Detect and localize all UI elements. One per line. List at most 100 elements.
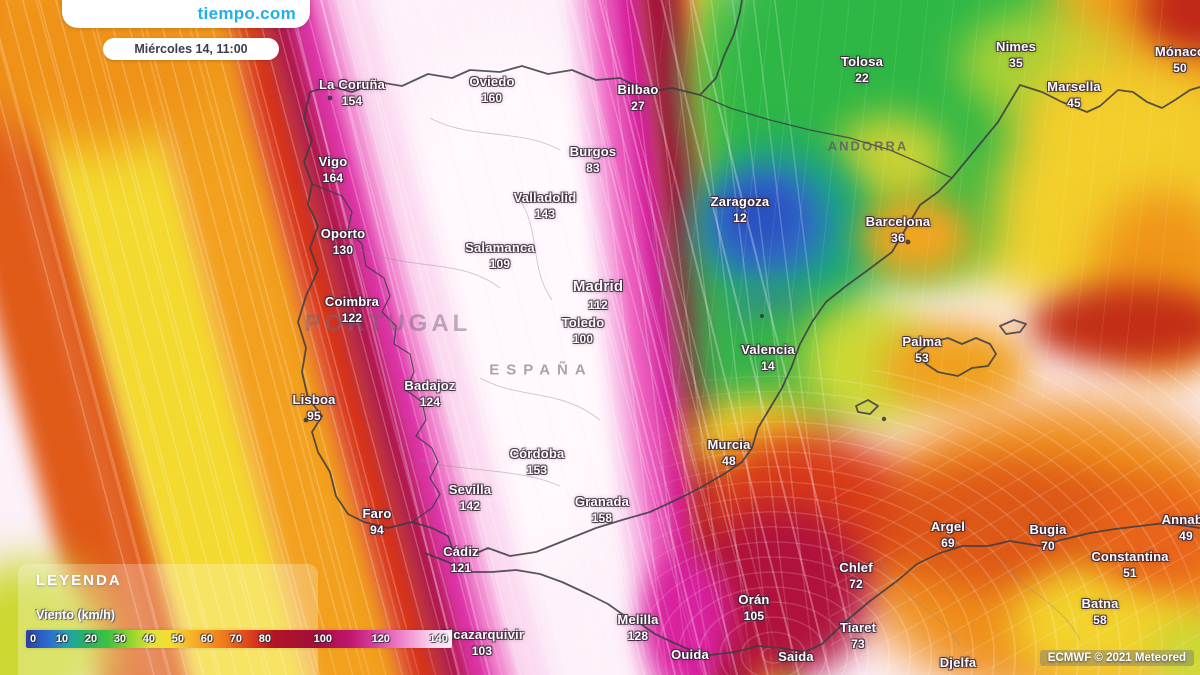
city-label[interactable]: Batna 58 bbox=[1081, 596, 1118, 628]
city-label[interactable]: Constantina 51 bbox=[1091, 549, 1168, 581]
city-wind-value: 83 bbox=[586, 161, 600, 176]
city-name: Toledo bbox=[561, 315, 605, 330]
city-label[interactable]: La Coruña 154 bbox=[319, 77, 385, 109]
city-wind-value: 109 bbox=[489, 257, 511, 272]
city-label[interactable]: Melilla 128 bbox=[617, 612, 658, 644]
city-label[interactable]: Mónaco 50 bbox=[1155, 44, 1200, 76]
city-label[interactable]: Córdoba 153 bbox=[510, 446, 565, 478]
city-wind-value: 130 bbox=[332, 243, 354, 258]
city-name: Sevilla bbox=[448, 482, 492, 497]
city-wind-value: 72 bbox=[849, 577, 863, 592]
city-label[interactable]: Alcazarquivir 103 bbox=[440, 627, 524, 659]
city-name: Tiaret bbox=[839, 620, 877, 635]
legend-tick: 20 bbox=[84, 633, 98, 645]
wind-field-blob bbox=[1030, 285, 1200, 365]
city-label[interactable]: Oviedo 160 bbox=[469, 74, 514, 106]
city-wind-value: 22 bbox=[855, 71, 869, 86]
city-wind-value: 58 bbox=[1093, 613, 1107, 628]
city-name: Badajoz bbox=[404, 378, 456, 393]
region-label: PORTUGAL bbox=[304, 310, 472, 337]
city-label[interactable]: Coimbra 122 bbox=[325, 294, 379, 326]
city-label[interactable]: Badajoz 124 bbox=[404, 378, 455, 410]
legend-tick: 120 bbox=[371, 633, 390, 645]
city-label[interactable]: Chlef 72 bbox=[839, 560, 873, 592]
city-name: La Coruña bbox=[318, 77, 386, 92]
city-label[interactable]: Annaba 49 bbox=[1162, 512, 1200, 544]
city-wind-value: 100 bbox=[572, 332, 594, 347]
city-label[interactable]: Toledo 100 bbox=[562, 315, 605, 347]
city-label[interactable]: Sevilla 142 bbox=[449, 482, 492, 514]
city-label[interactable]: Orán 105 bbox=[738, 592, 769, 624]
logo-box[interactable]: tiempo.com bbox=[62, 0, 310, 28]
city-label[interactable]: Vigo 164 bbox=[319, 154, 348, 186]
attribution: ECMWF © 2021 Meteored bbox=[1039, 650, 1194, 666]
city-name: Barcelona bbox=[865, 214, 931, 229]
city-name: Zaragoza bbox=[710, 194, 770, 209]
legend-tick: 60 bbox=[200, 633, 213, 645]
legend-tick: 0 bbox=[29, 633, 37, 645]
city-wind-value: 164 bbox=[322, 171, 344, 186]
legend-tick: 40 bbox=[142, 633, 156, 645]
city-name: Burgos bbox=[569, 144, 617, 159]
city-label[interactable]: Bugia 70 bbox=[1029, 522, 1066, 554]
city-wind-value: 48 bbox=[722, 454, 736, 469]
city-label[interactable]: Valencia 14 bbox=[741, 342, 795, 374]
city-label[interactable]: Murcia 48 bbox=[707, 437, 750, 469]
logo-text: tiempo.com bbox=[197, 4, 296, 23]
city-name: Córdoba bbox=[509, 446, 565, 461]
city-wind-value: 49 bbox=[1179, 529, 1193, 544]
city-name: Tolosa bbox=[840, 54, 884, 69]
wind-field-blob bbox=[726, 186, 796, 246]
legend-tick: 10 bbox=[55, 633, 69, 645]
city-wind-value: 124 bbox=[419, 395, 441, 410]
legend-colorbar: 0 10 20 30 40 50 60 70 80 100 120 140 bbox=[26, 630, 452, 648]
city-name: Constantina bbox=[1091, 549, 1169, 564]
city-name: Bilbao bbox=[617, 82, 659, 97]
city-label[interactable]: Argel 69 bbox=[931, 519, 965, 551]
city-label[interactable]: Palma 53 bbox=[902, 334, 941, 366]
city-wind-value: 35 bbox=[1009, 56, 1023, 71]
wind-field-blob bbox=[1090, 480, 1200, 590]
city-name: Annaba bbox=[1161, 512, 1200, 527]
legend-title: LEYENDA bbox=[36, 572, 122, 589]
city-name: Cádiz bbox=[443, 544, 479, 559]
legend-panel: LEYENDA Viento (km/h) bbox=[18, 564, 318, 675]
city-label[interactable]: Ouida bbox=[671, 647, 709, 663]
city-wind-value: 122 bbox=[341, 311, 363, 326]
city-label[interactable]: Salamanca 109 bbox=[465, 240, 535, 272]
city-label[interactable]: Bilbao 27 bbox=[618, 82, 659, 114]
city-label[interactable]: Cádiz 121 bbox=[443, 544, 479, 576]
city-wind-value: 105 bbox=[743, 609, 765, 624]
datetime-badge[interactable]: Miércoles 14, 11:00 bbox=[103, 38, 279, 60]
city-wind-value: 121 bbox=[450, 561, 472, 576]
city-name: Djelfa bbox=[939, 655, 977, 670]
city-wind-value: 69 bbox=[941, 536, 955, 551]
city-label[interactable]: Tiaret 73 bbox=[840, 620, 876, 652]
city-label[interactable]: Barcelona 36 bbox=[866, 214, 931, 246]
city-label[interactable]: Saida bbox=[778, 649, 814, 665]
city-wind-value: 51 bbox=[1123, 566, 1137, 581]
city-name: Faro bbox=[362, 506, 392, 521]
city-label[interactable]: Faro 94 bbox=[363, 506, 392, 538]
region-label: ESPAÑA bbox=[489, 361, 593, 379]
city-label[interactable]: Lisboa 95 bbox=[292, 392, 335, 424]
legend-tick: 140 bbox=[429, 633, 448, 645]
city-label[interactable]: Valladolid 143 bbox=[514, 190, 577, 222]
city-label[interactable]: Nimes 35 bbox=[996, 39, 1036, 71]
city-wind-value: 14 bbox=[761, 359, 775, 374]
city-name: Orán bbox=[738, 592, 770, 607]
city-label[interactable]: Burgos 83 bbox=[570, 144, 617, 176]
city-label[interactable]: Madrid 112 bbox=[573, 278, 623, 313]
city-name: Lisboa bbox=[292, 392, 336, 407]
city-name: Madrid bbox=[572, 278, 624, 295]
city-label[interactable]: Granada 158 bbox=[575, 494, 629, 526]
city-label[interactable]: Marsella 45 bbox=[1047, 79, 1101, 111]
city-name: Palma bbox=[902, 334, 942, 349]
city-wind-value: 45 bbox=[1067, 96, 1081, 111]
city-name: Alcazarquivir bbox=[439, 627, 525, 642]
city-label[interactable]: Zaragoza 12 bbox=[711, 194, 770, 226]
city-label[interactable]: Djelfa bbox=[940, 655, 977, 671]
city-label[interactable]: Oporto 130 bbox=[321, 226, 366, 258]
city-label[interactable]: Tolosa 22 bbox=[841, 54, 883, 86]
